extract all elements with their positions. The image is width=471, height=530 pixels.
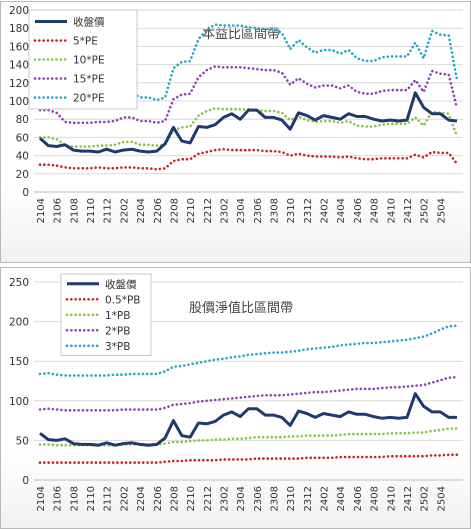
x-tick-label: 2312: [303, 198, 314, 223]
x-tick-label: 2310: [286, 486, 297, 511]
x-tick-label: 2110: [86, 486, 97, 511]
x-tick-label: 2402: [320, 198, 331, 223]
x-tick-label: 2212: [203, 198, 214, 223]
x-tick-label: 2208: [169, 486, 180, 511]
x-tick-label: 2108: [69, 486, 80, 511]
legend-label: 20*PE: [73, 93, 105, 105]
x-tick-label: 2304: [236, 198, 247, 223]
chart-title: 股價淨值比區間帶: [189, 300, 293, 316]
legend-label: 2*PB: [105, 325, 130, 337]
y-tick-label: 20: [16, 169, 29, 181]
series-line-2: [38, 106, 459, 148]
y-tick-label: 160: [9, 41, 29, 53]
series-line-1: [38, 453, 459, 464]
x-tick-label: 2210: [186, 198, 197, 223]
x-tick-label: 2404: [336, 486, 347, 511]
y-tick-label: 140: [9, 60, 29, 72]
x-tick-label: 2502: [420, 198, 431, 223]
x-tick-label: 2312: [303, 486, 314, 511]
y-tick-label: 200: [9, 5, 29, 17]
series-line-0: [39, 392, 457, 447]
legend-label: 15*PE: [73, 74, 105, 86]
legend-label: 收盤價: [73, 16, 105, 29]
x-tick-label: 2308: [270, 486, 281, 511]
pb-band-chart: 股價淨值比區間帶 0 50 100 150 200 250 2104 2106 2108 2110…: [9, 273, 463, 511]
legend-label: 1*PB: [105, 310, 130, 322]
x-tick-label: 2106: [53, 486, 64, 511]
y-tick-label: 250: [9, 277, 29, 289]
x-tick-label: 2504: [436, 486, 447, 511]
y-tick-label: 50: [16, 435, 29, 447]
x-tick-label: 2202: [119, 486, 130, 511]
y-tick-label: 120: [9, 78, 29, 90]
legend-label: 0.5*PB: [105, 294, 140, 306]
x-tick-label: 2410: [386, 486, 397, 511]
x-tick-label: 2406: [353, 486, 364, 511]
x-tick-label: 2410: [386, 198, 397, 223]
chart-title: 本益比區間帶: [202, 27, 280, 42]
x-tick-label: 2204: [136, 198, 147, 223]
x-tick-label: 2502: [420, 486, 431, 511]
y-tick-label: 80: [16, 114, 29, 126]
x-tick-label: 2308: [270, 198, 281, 223]
series-line-3: [38, 375, 459, 412]
legend-label: 收盤價: [105, 278, 137, 291]
x-tick-label: 2206: [153, 486, 164, 511]
x-tick-label: 2302: [219, 198, 230, 223]
x-tick-label: 2310: [286, 198, 297, 223]
series-line-3: [38, 65, 459, 125]
x-tick-label: 2208: [169, 198, 180, 223]
x-tick-label: 2202: [119, 198, 130, 223]
legend-label: 3*PB: [105, 341, 130, 353]
x-tick-label: 2210: [186, 486, 197, 511]
x-tick-label: 2112: [103, 486, 114, 511]
pe-band-chart: 本益比區間帶 0 20 40 60 80 100 120 140 160 180 200 2104 21…: [9, 5, 463, 223]
x-tick-label: 2408: [370, 486, 381, 511]
y-tick-label: 100: [9, 96, 29, 108]
y-tick-label: 0: [22, 475, 29, 487]
x-tick-label: 2206: [153, 198, 164, 223]
y-tick-label: 180: [9, 23, 29, 35]
x-tick-label: 2402: [320, 486, 331, 511]
y-tick-label: 100: [9, 396, 29, 408]
legend-label: 5*PE: [73, 36, 98, 48]
x-tick-label: 2104: [36, 198, 47, 223]
y-tick-label: 200: [9, 317, 29, 329]
x-tick-label: 2112: [103, 198, 114, 223]
pe-band-chart-panel: 本益比區間帶 0 20 40 60 80 100 120 140 160 180 200 2104 21…: [0, 1, 471, 263]
x-tick-label: 2110: [86, 198, 97, 223]
y-tick-label: 0: [22, 187, 29, 199]
x-tick-label: 2212: [203, 486, 214, 511]
x-tick-label: 2504: [436, 198, 447, 223]
x-tick-label: 2412: [403, 198, 414, 223]
legend-label: 10*PE: [73, 55, 105, 67]
x-tick-label: 2408: [370, 198, 381, 223]
x-tick-label: 2306: [253, 198, 264, 223]
x-tick-label: 2106: [53, 198, 64, 223]
y-tick-label: 60: [16, 132, 29, 144]
x-tick-label: 2108: [69, 198, 80, 223]
x-tick-label: 2304: [236, 486, 247, 511]
series-line-0: [39, 91, 458, 154]
series-line-1: [38, 147, 459, 171]
x-tick-label: 2306: [253, 486, 264, 511]
x-tick-label: 2204: [136, 486, 147, 511]
y-tick-label: 40: [16, 151, 29, 163]
x-tick-label: 2406: [353, 198, 364, 223]
x-tick-label: 2412: [403, 486, 414, 511]
x-tick-label: 2302: [219, 486, 230, 511]
series-line-4: [38, 324, 459, 377]
x-tick-label: 2404: [336, 198, 347, 223]
series-line-2: [38, 427, 459, 447]
y-tick-label: 150: [9, 356, 29, 368]
x-tick-label: 2104: [36, 486, 47, 511]
pb-band-chart-panel: 股價淨值比區間帶 0 50 100 150 200 250 2104 2106 2108 2110…: [0, 267, 471, 529]
